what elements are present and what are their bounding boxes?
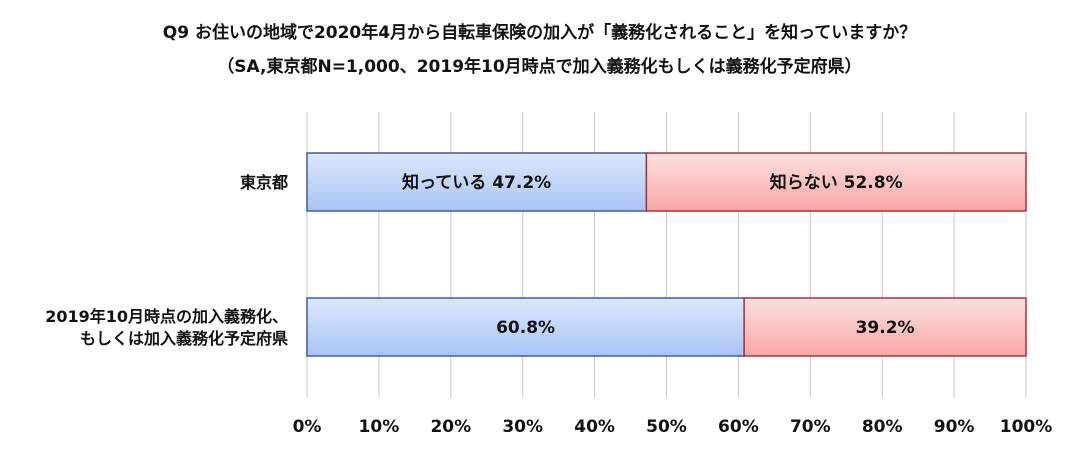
chart-subtitle: （SA,東京都N=1,000、2019年10月時点で加入義務化もしくは義務化予定… bbox=[217, 57, 862, 77]
bar-1-1 bbox=[743, 297, 1027, 357]
x-tick-label-7: 70% bbox=[790, 417, 831, 437]
data-label-1-1: 39.2% bbox=[856, 318, 915, 338]
data-label-0-0: 知っている 47.2% bbox=[401, 172, 551, 193]
category-label-1-0: 2019年10月時点の加入義務化、 bbox=[45, 307, 288, 326]
bar-1-0 bbox=[306, 297, 745, 357]
category-label-1-1: もしくは加入義務化予定府県 bbox=[80, 329, 288, 348]
bar-0-0 bbox=[306, 152, 648, 212]
x-tick-label-3: 30% bbox=[502, 417, 543, 437]
x-tick-label-2: 20% bbox=[430, 417, 471, 437]
x-tick-label-0: 0% bbox=[293, 417, 322, 437]
x-tick-label-6: 60% bbox=[718, 417, 759, 437]
bars bbox=[306, 152, 1027, 357]
data-label-1-0: 60.8% bbox=[496, 318, 555, 338]
x-tick-label-8: 80% bbox=[862, 417, 903, 437]
bar-0-1 bbox=[645, 152, 1027, 212]
category-label-0-0: 東京都 bbox=[240, 173, 288, 192]
x-tick-label-1: 10% bbox=[359, 417, 400, 437]
x-tick-label-4: 40% bbox=[574, 417, 615, 437]
labels: 0% 10% 20% 30% 40% 50% 60% 70% 80% 90% 100% 東京都 2019… bbox=[45, 172, 1052, 437]
data-label-0-1: 知らない 52.8% bbox=[769, 172, 903, 193]
x-tick-label-5: 50% bbox=[646, 417, 687, 437]
chart-title: Q9 お住いの地域で2020年4月から自転車保険の加入が「義務化されること」を知… bbox=[162, 23, 917, 43]
x-tick-label-10: 100% bbox=[1000, 417, 1053, 437]
x-tick-label-9: 90% bbox=[934, 417, 975, 437]
